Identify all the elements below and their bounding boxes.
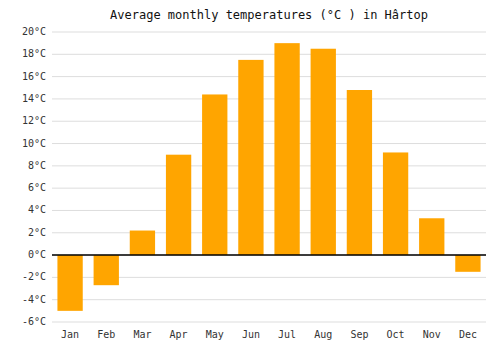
bar xyxy=(419,218,444,255)
grid-line xyxy=(52,143,486,144)
bar xyxy=(202,94,227,255)
grid-line xyxy=(52,98,486,99)
y-tick-label: 12°C xyxy=(22,115,46,126)
x-tick-label: May xyxy=(206,329,224,340)
y-tick-label: -6°C xyxy=(22,316,46,327)
grid-line xyxy=(52,255,486,256)
x-tick-label: Dec xyxy=(459,329,477,340)
bar xyxy=(94,255,119,285)
bar xyxy=(383,152,408,255)
bar xyxy=(238,60,263,255)
y-tick-label: 16°C xyxy=(22,71,46,82)
grid-line xyxy=(52,299,486,300)
title: Average monthly temperatures (°C ) in Hâ… xyxy=(110,8,428,22)
x-tick-label: Feb xyxy=(97,329,115,340)
y-tick-label: 4°C xyxy=(28,204,46,215)
y-tick-label: 2°C xyxy=(28,227,46,238)
y-tick-label: -2°C xyxy=(22,271,46,282)
y-tick-label: 14°C xyxy=(22,93,46,104)
grid xyxy=(52,32,486,322)
grid-line xyxy=(52,210,486,211)
y-tick-label: 0°C xyxy=(28,249,46,260)
y-tick-label: 20°C xyxy=(22,26,46,37)
x-tick-label: Aug xyxy=(314,329,332,340)
y-tick-labels: -6°C -4°C -2°C 0°C 2°C 4°C 6°C 8°C 10°C 12°C 14°C 1… xyxy=(22,26,46,327)
bar xyxy=(57,255,82,311)
x-tick-labels: Jan Feb Mar Apr May Jun Jul Aug Sep Oct Nov Dec xyxy=(61,329,477,340)
y-tick-label: 8°C xyxy=(28,160,46,171)
grid-line xyxy=(52,76,486,77)
bar xyxy=(130,231,155,256)
x-tick-label: Mar xyxy=(133,329,151,340)
grid-line xyxy=(52,121,486,122)
grid-line xyxy=(52,322,486,323)
bar xyxy=(166,155,191,255)
y-tick-label: -4°C xyxy=(22,294,46,305)
x-tick-label: Oct xyxy=(387,329,405,340)
grid-line xyxy=(52,32,486,33)
zero-line xyxy=(52,254,486,256)
y-tick-label: 18°C xyxy=(22,48,46,59)
bar xyxy=(347,90,372,255)
grid-line xyxy=(52,165,486,166)
chart: -6°C -4°C -2°C 0°C 2°C 4°C 6°C 8°C 10°C 12°C 14°C 1… xyxy=(0,0,500,350)
bar xyxy=(274,43,299,255)
x-tick-label: Jan xyxy=(61,329,79,340)
x-tick-label: Apr xyxy=(170,329,188,340)
bars xyxy=(57,43,480,311)
x-tick-label: Sep xyxy=(350,329,368,340)
grid-line xyxy=(52,188,486,189)
bar xyxy=(455,255,480,272)
grid-line xyxy=(52,54,486,55)
x-tick-label: Jun xyxy=(242,329,260,340)
bar xyxy=(311,49,336,255)
x-tick-label: Jul xyxy=(278,329,296,340)
x-tick-label: Nov xyxy=(423,329,441,340)
y-tick-label: 10°C xyxy=(22,138,46,149)
y-tick-label: 6°C xyxy=(28,182,46,193)
